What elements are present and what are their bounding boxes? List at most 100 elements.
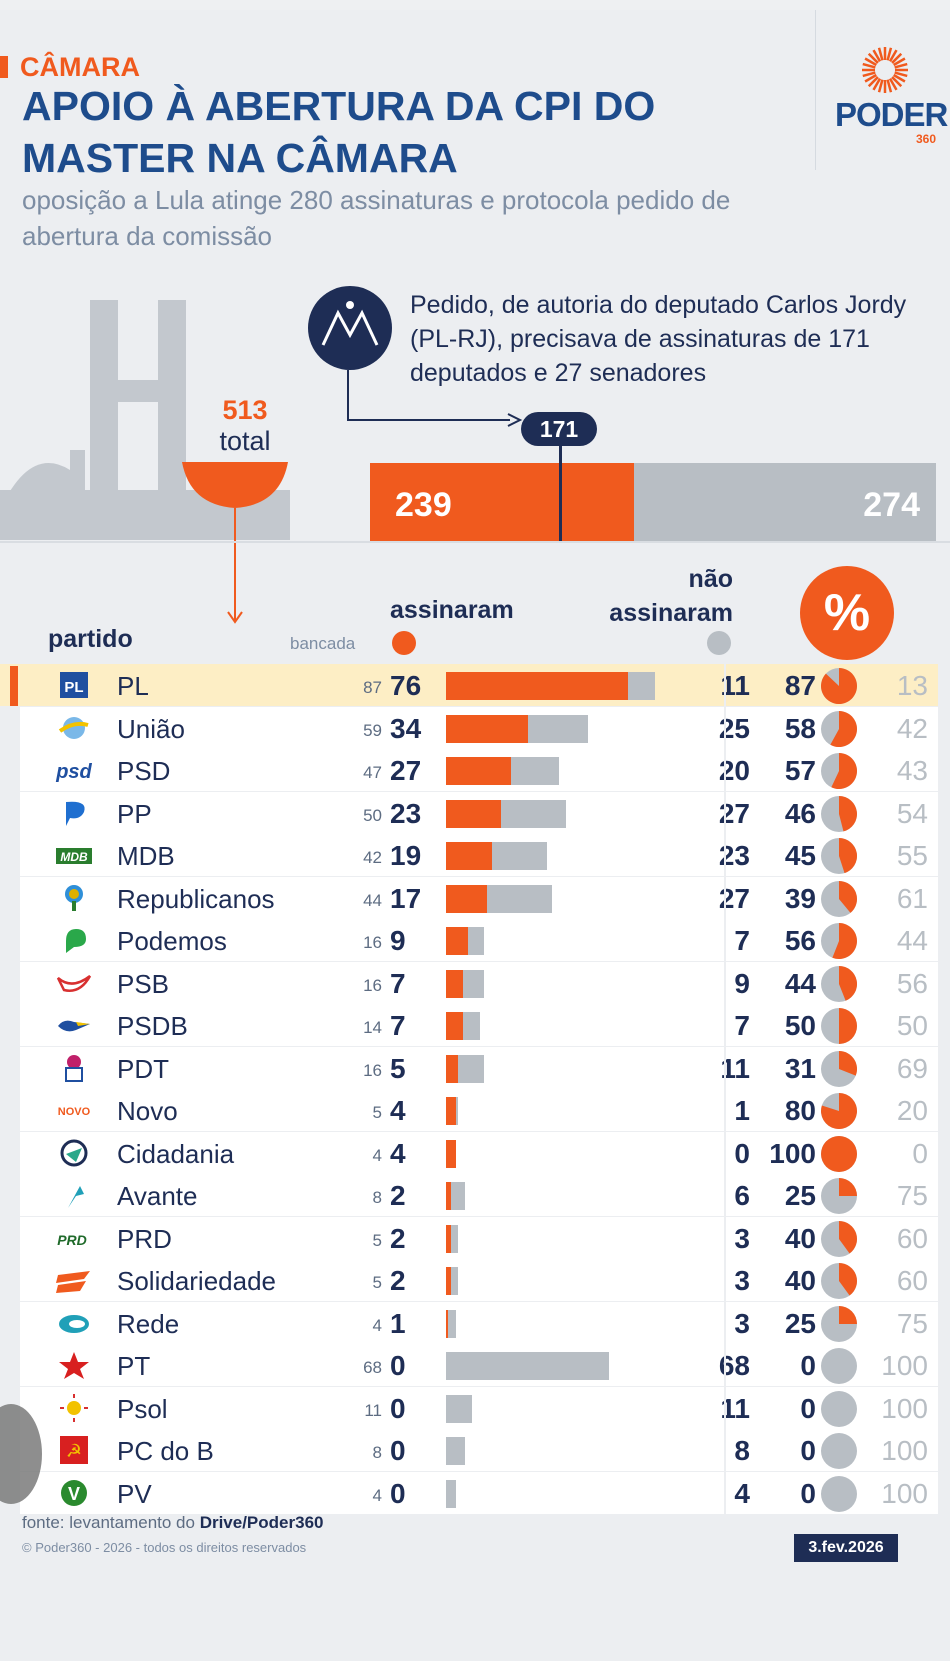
signed-bar <box>446 1012 463 1040</box>
not-signed-value: 3 <box>734 1307 750 1339</box>
percent-rest-value: 50 <box>896 1010 928 1041</box>
not-signed-value: 11 <box>720 1392 750 1424</box>
percent-value: 25 <box>784 1307 816 1339</box>
percent-value: 0 <box>800 1477 816 1509</box>
table-row: Solidariedade 5 2 3 40 60 <box>20 1259 938 1303</box>
column-separator <box>724 1471 726 1514</box>
not-signed-value: 27 <box>718 797 750 829</box>
signed-bar <box>446 1139 456 1168</box>
bancada-value: 16 <box>363 975 382 995</box>
pv-logo-icon: V <box>61 1479 87 1506</box>
column-separator <box>724 1174 726 1216</box>
column-separator <box>724 706 726 749</box>
not-signed-value: 8 <box>734 1435 750 1466</box>
bancada-value: 14 <box>363 1018 382 1037</box>
pie-signed-slice <box>839 1263 857 1296</box>
column-separator <box>724 1386 726 1429</box>
svg-text:NOVO: NOVO <box>58 1106 91 1118</box>
percent-pie <box>821 1220 857 1257</box>
signed-bar <box>446 1097 456 1125</box>
signed-value: 2 <box>390 1180 406 1211</box>
percent-pie <box>821 965 858 1002</box>
bancada-value: 4 <box>372 1145 382 1165</box>
signed-total-value: 239 <box>395 486 452 524</box>
legend-signed-dot <box>392 631 416 655</box>
percent-value: 56 <box>784 925 816 956</box>
column-separator <box>724 919 726 961</box>
not-signed-bar <box>455 1097 458 1125</box>
column-separator <box>724 876 726 919</box>
percent-pie <box>821 795 857 832</box>
podemos-logo-icon <box>66 929 86 953</box>
percent-value: 44 <box>784 967 816 999</box>
percent-value: 0 <box>800 1392 816 1424</box>
signed-value: 17 <box>390 882 422 914</box>
percent-value: 40 <box>784 1222 816 1254</box>
not-signed-value: 1 <box>734 1095 750 1126</box>
percent-value: 87 <box>784 670 816 701</box>
table-row: Cidadania 4 4 0 100 0 <box>20 1131 938 1176</box>
signed-value: 4 <box>390 1137 406 1169</box>
percent-rest-value: 61 <box>896 882 928 914</box>
percent-rest-value: 100 <box>881 1392 928 1424</box>
percent-value: 58 <box>784 712 816 744</box>
not-signed-bar <box>450 1267 458 1295</box>
not-signed-value: 3 <box>734 1265 750 1296</box>
poder-logo-360: 360 <box>916 132 937 146</box>
percent-pie <box>821 1008 857 1044</box>
pie-rest-slice <box>821 1475 857 1512</box>
percent-rest-value: 100 <box>881 1350 928 1381</box>
table-row: PP 50 23 27 46 54 <box>20 791 938 836</box>
percent-pie <box>821 1475 857 1512</box>
party-name: MDB <box>117 841 175 871</box>
pie-signed-slice <box>839 1220 857 1254</box>
bancada-value: 47 <box>363 763 382 782</box>
signed-bar <box>446 927 468 955</box>
not-signed-bar <box>462 1012 480 1040</box>
header-partido: partido <box>48 625 133 653</box>
not-signed-bar <box>458 1054 485 1083</box>
not-signed-value: 9 <box>734 967 750 999</box>
signed-bar <box>446 1267 451 1295</box>
party-name: Podemos <box>117 926 227 956</box>
table-row: NOVO Novo 5 4 1 80 20 <box>20 1089 938 1133</box>
bancada-value: 8 <box>372 1443 382 1462</box>
percent-pie <box>821 1433 857 1469</box>
psb-logo-icon <box>56 974 92 992</box>
signed-value: 0 <box>390 1350 406 1381</box>
bancada-value: 44 <box>363 890 382 910</box>
percent-rest-value: 43 <box>896 755 928 786</box>
party-name: Avante <box>117 1181 198 1211</box>
party-name: Psol <box>117 1393 168 1424</box>
party-name: PSDB <box>117 1011 188 1041</box>
pdt-logo-icon <box>65 1054 83 1082</box>
chamber-bowl-icon <box>182 462 288 624</box>
header-nao-assinaram: não assinaram <box>609 565 733 627</box>
percent-value: 80 <box>784 1095 816 1126</box>
not-signed-value: 6 <box>734 1180 750 1211</box>
table-row: Avante 8 2 6 25 75 <box>20 1174 938 1218</box>
bancada-value: 8 <box>372 1188 382 1207</box>
svg-text:☭: ☭ <box>66 1441 82 1462</box>
not-signed-bar <box>510 757 559 785</box>
percent-pie <box>821 838 858 874</box>
congress-building-illustration <box>0 300 290 540</box>
bancada-value: 16 <box>363 1060 382 1080</box>
request-note: Pedido, de autoria do deputado Carlos Jo… <box>410 291 907 387</box>
bancada-value: 42 <box>363 848 382 867</box>
not-signed-bar <box>446 1479 456 1508</box>
copyright: © Poder360 - 2026 - todos os direitos re… <box>22 1540 307 1555</box>
column-separator <box>724 1046 726 1089</box>
table-row: PDT 16 5 11 31 69 <box>20 1046 938 1091</box>
percent-rest-value: 55 <box>896 840 928 871</box>
pp-logo-icon <box>66 801 85 826</box>
column-separator <box>724 961 726 1004</box>
bancada-value: 4 <box>372 1315 382 1335</box>
not-signed-bar <box>467 927 485 955</box>
signed-value: 0 <box>390 1477 406 1509</box>
column-separator <box>724 1344 726 1386</box>
signed-bar <box>446 672 629 700</box>
signed-value: 7 <box>390 967 406 999</box>
not-signed-value: 20 <box>718 755 750 786</box>
pie-signed-slice <box>820 1093 857 1129</box>
